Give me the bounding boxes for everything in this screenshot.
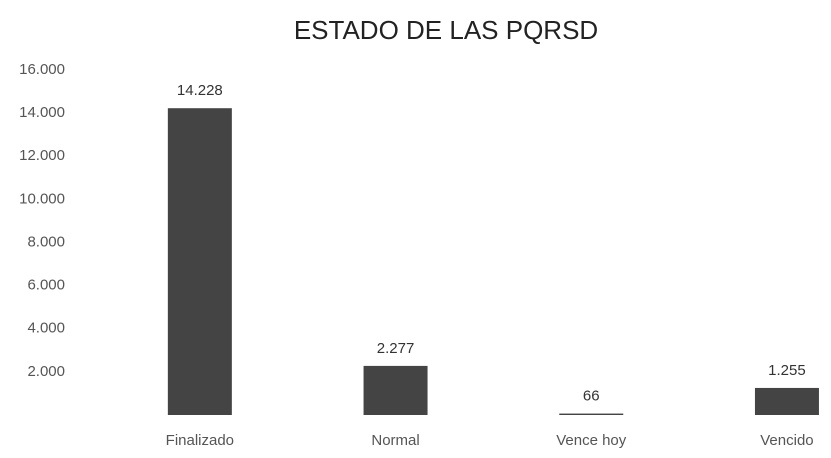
y-tick-label: 8.000 (27, 233, 65, 250)
bar (754, 387, 819, 415)
y-tick-label: 4.000 (27, 320, 65, 337)
chart-title: ESTADO DE LAS PQRSD (294, 15, 598, 45)
x-tick-label: Vence hoy (556, 432, 627, 449)
data-label: 1.255 (768, 362, 806, 379)
bar (167, 108, 232, 416)
bar (559, 413, 624, 415)
data-label: 14.228 (177, 82, 223, 99)
y-tick-label: 10.000 (19, 190, 65, 207)
x-tick-label: Vencido (760, 432, 813, 449)
y-tick-label: 12.000 (19, 147, 65, 164)
x-tick-label: Finalizado (166, 432, 234, 449)
data-label: 2.277 (377, 340, 415, 357)
y-tick-label: 14.000 (19, 104, 65, 121)
data-label: 66 (583, 388, 600, 405)
y-tick-label: 6.000 (27, 277, 65, 294)
bar (363, 365, 428, 415)
x-tick-label: Normal (371, 432, 419, 449)
y-tick-label: 2.000 (27, 363, 65, 380)
y-tick-label: 16.000 (19, 61, 65, 78)
